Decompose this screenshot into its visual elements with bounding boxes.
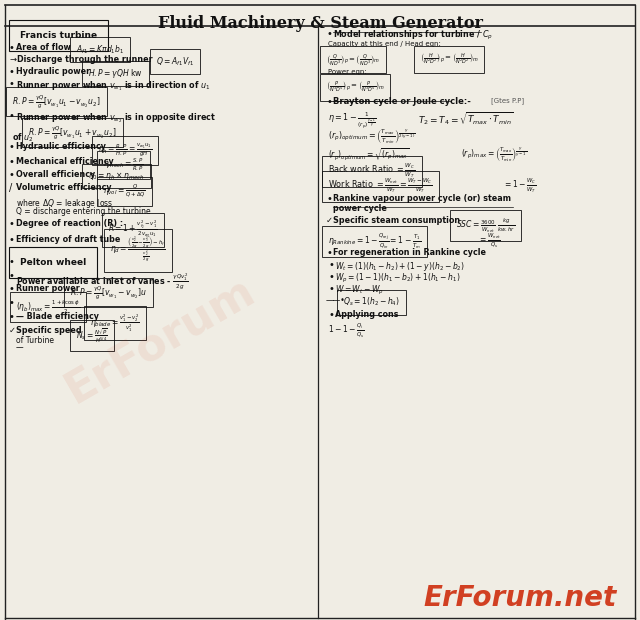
Text: Runner power when $v_{w_1}$ is in direction of $u_1$: Runner power when $v_{w_1}$ is in direct…: [16, 79, 211, 92]
Text: — Blade efficiency: — Blade efficiency: [16, 312, 99, 321]
Text: $\left(\frac{P}{N^3D^5}\right)_p = \left(\frac{P}{N^3D^5}\right)_m$: $\left(\frac{P}{N^3D^5}\right)_p = \left…: [326, 80, 385, 95]
Text: $R.P = \frac{\gamma Q}{g}\left[v_{w_1} - v_{w_2}\right]u$: $R.P = \frac{\gamma Q}{g}\left[v_{w_1} -…: [70, 284, 147, 301]
Text: •: •: [9, 235, 15, 245]
Text: [Gtes P.P]: [Gtes P.P]: [491, 97, 524, 104]
Text: •: •: [326, 97, 332, 107]
Text: Mechanical efficiency: Mechanical efficiency: [16, 157, 114, 166]
Text: $Q_s = 1(h_2 - h_4)$: $Q_s = 1(h_2 - h_4)$: [343, 296, 400, 309]
Text: $R.P = \frac{\gamma Q}{g}\left[v_{w_1}u_1 + v_{w_2}u_2\right]$: $R.P = \frac{\gamma Q}{g}\left[v_{w_1}u_…: [28, 124, 116, 141]
Text: Degree of reaction (R) :: Degree of reaction (R) :: [16, 219, 123, 228]
Text: Runner power: Runner power: [16, 284, 80, 293]
Text: $\eta = 1 - \frac{1}{(r_p)^{\frac{\gamma-1}{\gamma}}}$: $\eta = 1 - \frac{1}{(r_p)^{\frac{\gamma…: [328, 110, 376, 131]
Text: Back work Ratio $= \frac{W_C}{W_T}$: Back work Ratio $= \frac{W_C}{W_T}$: [328, 162, 415, 180]
Text: Francis turbine: Francis turbine: [20, 31, 97, 40]
Text: Hydraulic power: Hydraulic power: [16, 67, 90, 76]
Text: •: •: [9, 219, 15, 229]
Text: Applying cons: Applying cons: [335, 310, 399, 319]
Text: •: •: [9, 43, 15, 53]
Text: $\eta_{mech} = \frac{S.P}{R.P}$: $\eta_{mech} = \frac{S.P}{R.P}$: [103, 157, 144, 173]
Text: ——•: ——•: [326, 296, 346, 305]
Text: Discharge through the runner: Discharge through the runner: [17, 55, 152, 64]
Text: $N_s = \frac{N\sqrt{P}}{H^{5/4}}$: $N_s = \frac{N\sqrt{P}}{H^{5/4}}$: [76, 326, 108, 345]
Text: $A_{f1} = K\pi d_1 b_1$: $A_{f1} = K\pi d_1 b_1$: [76, 43, 124, 56]
Text: Runner power when $v_{w_2}$ is in opposite direct: Runner power when $v_{w_2}$ is in opposi…: [16, 111, 216, 125]
Text: •: •: [326, 248, 332, 258]
Text: •: •: [328, 284, 334, 294]
Text: Efficiency of draft tube: Efficiency of draft tube: [16, 235, 120, 244]
Text: ErForum.net: ErForum.net: [424, 584, 616, 612]
Text: •: •: [9, 79, 15, 89]
Text: •: •: [9, 312, 15, 322]
Text: •: •: [9, 157, 15, 167]
Text: Model relationships for turbine / $C_p$: Model relationships for turbine / $C_p$: [333, 29, 493, 42]
Text: $\eta_{blade} = \frac{v_1^2 - v_2^2}{v_1^2}$: $\eta_{blade} = \frac{v_1^2 - v_2^2}{v_1…: [90, 312, 140, 334]
Text: Volumetric efficiency: Volumetric efficiency: [16, 183, 111, 192]
Text: Brayton cycle or Joule cycle:-: Brayton cycle or Joule cycle:-: [333, 97, 471, 106]
Text: Q = discharge entering the turbine: Q = discharge entering the turbine: [16, 207, 150, 216]
Text: •: •: [9, 67, 15, 77]
Text: $\left(\frac{Q}{ND^3}\right)_p = \left(\frac{Q}{ND^3}\right)_m$: $\left(\frac{Q}{ND^3}\right)_p = \left(\…: [326, 52, 380, 68]
Text: $\eta_h = \frac{R.P}{H.P} = \frac{v_{w_1}u_1}{gH}$: $\eta_h = \frac{R.P}{H.P} = \frac{v_{w_1…: [98, 142, 152, 159]
Text: $SSC = \frac{3600}{W_{net}}$ $\frac{kg}{kw.hr}$: $SSC = \frac{3600}{W_{net}}$ $\frac{kg}{…: [456, 216, 515, 234]
Text: Hydraulic efficiency: Hydraulic efficiency: [16, 142, 106, 151]
Text: Work Ratio $= \frac{W_{net}}{W_T} = \frac{W_T - W_C}{W_T}$: Work Ratio $= \frac{W_{net}}{W_T} = \fra…: [328, 177, 433, 195]
Text: •: •: [9, 284, 15, 294]
Text: $\left(\frac{H}{N^2D^2}\right)_p = \left(\frac{H}{N^2D^2}\right)_m$: $\left(\frac{H}{N^2D^2}\right)_p = \left…: [420, 52, 479, 67]
Text: Rankine vapour power cycle (or) steam: Rankine vapour power cycle (or) steam: [333, 194, 511, 203]
Text: $W = W_t - W_p$: $W = W_t - W_p$: [335, 284, 384, 297]
Text: $\eta_d = \frac{\left(\frac{v_2^2}{2g} - \frac{v_3^2}{2g}\right) - h_f}{\frac{v_: $\eta_d = \frac{\left(\frac{v_2^2}{2g} -…: [110, 235, 166, 265]
Text: ErForum: ErForum: [58, 268, 262, 412]
Text: Pelton wheel: Pelton wheel: [20, 258, 86, 267]
Text: $Q = A_{f1}V_{f1}$: $Q = A_{f1}V_{f1}$: [156, 55, 194, 68]
Text: $1 - 1 - \frac{Q_i}{Q_s}$: $1 - 1 - \frac{Q_i}{Q_s}$: [328, 322, 365, 340]
Text: ✓: ✓: [9, 326, 16, 335]
Text: •: •: [9, 142, 15, 152]
Text: Area of flow: Area of flow: [16, 43, 71, 52]
Text: $\eta_{Rankine} = 1 - \frac{Q_{rej}}{Q_{in}} = 1 - \frac{T_1}{T_m}$: $\eta_{Rankine} = 1 - \frac{Q_{rej}}{Q_{…: [328, 232, 421, 251]
Text: ✓: ✓: [326, 216, 333, 225]
Text: $= \frac{W_{net}}{Q_s}$: $= \frac{W_{net}}{Q_s}$: [478, 232, 501, 250]
Text: Capacity at this end / Head eqn:: Capacity at this end / Head eqn:: [328, 41, 441, 47]
Text: Specific speed: Specific speed: [16, 326, 82, 335]
Text: •: •: [9, 257, 15, 267]
Text: $W_p = (1-1)(h_1 - b_2) + 1(h_1 - h_1)$: $W_p = (1-1)(h_1 - b_2) + 1(h_1 - h_1)$: [335, 272, 461, 285]
Text: /: /: [9, 183, 12, 193]
Text: •: •: [9, 170, 15, 180]
Text: $(r_p)_{optimum} = \left(\frac{T_{max}}{T_{min}}\right)^{\frac{\gamma}{2(\gamma-: $(r_p)_{optimum} = \left(\frac{T_{max}}{…: [328, 128, 416, 146]
Text: →: →: [9, 55, 16, 64]
Text: •: •: [326, 194, 332, 204]
Text: power cycle: power cycle: [333, 204, 387, 213]
Text: Fluid Machinery & Steam Generator: Fluid Machinery & Steam Generator: [157, 15, 483, 32]
Text: $= 1 - \frac{W_C}{W_T}$: $= 1 - \frac{W_C}{W_T}$: [503, 177, 536, 195]
Text: •: •: [9, 111, 15, 121]
Text: Specific steam consumption: Specific steam consumption: [333, 216, 460, 225]
Text: $R.P = \frac{\gamma Q}{g}\left[v_{w_1}u_1 - v_{w_2}u_2\right]$: $R.P = \frac{\gamma Q}{g}\left[v_{w_1}u_…: [12, 93, 100, 110]
Text: •: •: [9, 298, 15, 308]
Text: $T_2 = T_4 = \sqrt{T_{max}\cdot T_{min}}$: $T_2 = T_4 = \sqrt{T_{max}\cdot T_{min}}…: [418, 110, 514, 126]
Text: $\eta_0 = \eta_h \times \eta_{mech}$: $\eta_0 = \eta_h \times \eta_{mech}$: [88, 170, 145, 182]
Text: where $\Delta Q$ = leakage loss: where $\Delta Q$ = leakage loss: [16, 197, 113, 210]
Text: $\eta_{vol} = \frac{Q}{Q + \Delta Q}$: $\eta_{vol} = \frac{Q}{Q + \Delta Q}$: [103, 183, 146, 200]
Text: $R = 1 + \frac{v_{f_2}^2 - v_1^2}{2v_{w_1}u_1}$: $R = 1 + \frac{v_{f_2}^2 - v_1^2}{2v_{w_…: [108, 219, 158, 241]
Text: •: •: [328, 310, 334, 320]
Text: of Turbine: of Turbine: [16, 336, 54, 345]
Text: of $u_2$: of $u_2$: [12, 131, 34, 143]
Text: •: •: [9, 271, 15, 281]
Text: Overall efficiency: Overall efficiency: [16, 170, 95, 179]
Text: $W_t = (1)(h_1 - h_2) + (1-y)(h_2 - b_2)$: $W_t = (1)(h_1 - h_2) + (1-y)(h_2 - b_2)…: [335, 260, 465, 273]
Text: $(r_p)_{optimum} = \sqrt{(r_p)_{max}}$: $(r_p)_{optimum} = \sqrt{(r_p)_{max}}$: [328, 146, 409, 162]
Text: —: —: [16, 343, 24, 352]
Text: $H.P = \gamma QH$ kw: $H.P = \gamma QH$ kw: [88, 67, 143, 80]
Text: For regeneration in Rankine cycle: For regeneration in Rankine cycle: [333, 248, 486, 257]
Text: Power eqn:: Power eqn:: [328, 69, 367, 75]
Text: •: •: [328, 272, 334, 282]
Text: $(\eta_b)_{max} = \frac{1 + k\cos\phi}{2}$: $(\eta_b)_{max} = \frac{1 + k\cos\phi}{2…: [16, 298, 80, 316]
Text: •: •: [326, 29, 332, 39]
Text: •: •: [328, 260, 334, 270]
Text: Power available at inlet of vanes - $\frac{\gamma Qv_1^2}{2g}$: Power available at inlet of vanes - $\fr…: [16, 271, 189, 291]
Text: $(r_p)_{max} = \left(\frac{T_{max}}{T_{min}}\right)^{\frac{\gamma}{\gamma-1}}$: $(r_p)_{max} = \left(\frac{T_{max}}{T_{m…: [461, 146, 527, 164]
